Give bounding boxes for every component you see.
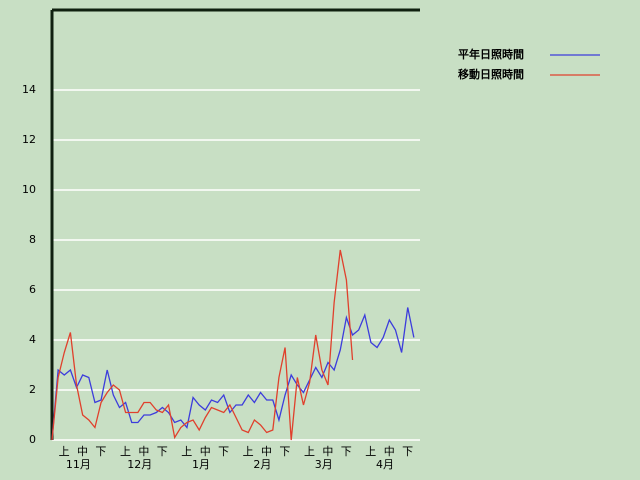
y-tick-label: 0 — [29, 433, 36, 446]
y-tick-label: 4 — [29, 333, 36, 346]
y-tick-label: 12 — [22, 133, 36, 146]
x-tick-label: 下 — [279, 445, 290, 458]
x-tick-label: 上 — [59, 445, 70, 458]
month-label: 1月 — [192, 458, 210, 471]
x-tick-label: 中 — [261, 445, 272, 458]
x-tick-label: 下 — [95, 445, 106, 458]
month-label: 3月 — [315, 458, 333, 471]
x-tick-label: 中 — [138, 445, 149, 458]
x-tick-label: 中 — [384, 445, 395, 458]
x-tick-label: 中 — [77, 445, 88, 458]
y-tick-label: 2 — [29, 383, 36, 396]
x-tick-label: 中 — [322, 445, 333, 458]
x-tick-label: 上 — [181, 445, 192, 458]
x-tick-label: 上 — [365, 445, 376, 458]
month-label: 4月 — [376, 458, 394, 471]
month-label: 11月 — [66, 458, 91, 471]
x-tick-label: 下 — [157, 445, 168, 458]
month-label: 2月 — [253, 458, 271, 471]
x-tick-label: 上 — [243, 445, 254, 458]
y-tick-label: 6 — [29, 283, 36, 296]
data-line — [51, 307, 415, 441]
x-tick-label: 上 — [120, 445, 131, 458]
data-line — [51, 249, 354, 441]
x-tick-label: 下 — [341, 445, 352, 458]
x-tick-label: 下 — [218, 445, 229, 458]
y-tick-label: 14 — [22, 83, 36, 96]
legend-label: 移動日照時間 — [458, 67, 524, 81]
x-tick-label: 上 — [304, 445, 315, 458]
y-tick-label: 10 — [22, 183, 36, 196]
month-label: 12月 — [127, 458, 152, 471]
y-tick-label: 8 — [29, 233, 36, 246]
x-tick-label: 下 — [402, 445, 413, 458]
x-tick-label: 中 — [200, 445, 211, 458]
legend-label: 平年日照時間 — [458, 47, 524, 61]
